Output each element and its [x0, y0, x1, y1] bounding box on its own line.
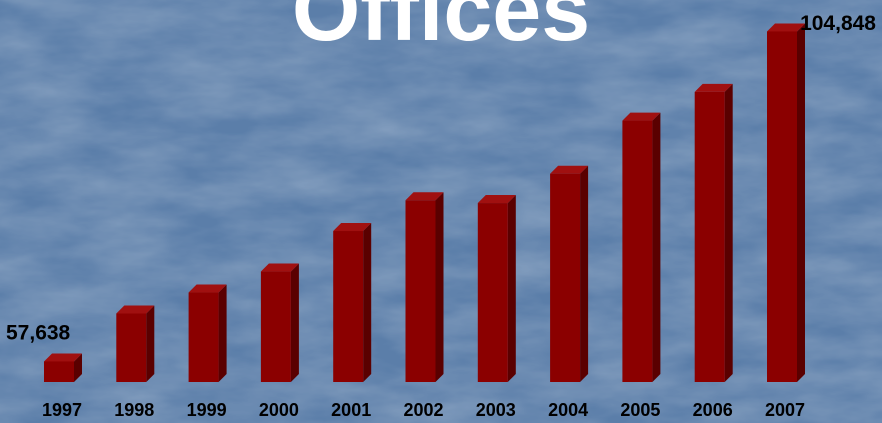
bar-side	[74, 353, 82, 382]
bar-1997	[44, 353, 82, 382]
x-tick-label: 2007	[765, 400, 805, 420]
bar-top	[116, 305, 155, 314]
bar-front	[188, 292, 219, 382]
x-tick-label: 2003	[476, 400, 516, 420]
x-tick-label: 1998	[114, 400, 154, 420]
bar-front	[333, 231, 364, 382]
bar-2006	[694, 83, 733, 382]
bar-side	[580, 165, 589, 382]
bar-side	[290, 263, 299, 382]
x-tick-label: 2002	[403, 400, 443, 420]
bar-front	[477, 203, 508, 382]
bar-front	[767, 31, 797, 382]
bar-side	[146, 305, 155, 382]
bar-2007	[767, 23, 805, 382]
x-tick-label: 2004	[548, 400, 588, 420]
bar-front	[550, 173, 581, 382]
bars-group	[44, 23, 805, 382]
bar-top	[44, 353, 82, 362]
data-label: 57,638	[6, 321, 71, 344]
bar-top	[622, 112, 661, 121]
bar-front	[44, 361, 74, 382]
bar-front	[405, 200, 436, 382]
bar-top	[767, 23, 805, 32]
bar-top	[188, 284, 227, 293]
bar-front	[260, 271, 291, 382]
bar-2005	[622, 112, 661, 382]
x-tick-label: 1997	[42, 400, 82, 420]
bar-top	[333, 223, 372, 232]
bar-top	[260, 263, 299, 272]
bar-2000	[260, 263, 299, 382]
slide-title-fragment: Offices	[292, 0, 590, 59]
bar-2003	[477, 195, 516, 382]
bar-side	[724, 83, 733, 382]
bar-top	[694, 83, 733, 92]
x-tick-label: 2005	[620, 400, 660, 420]
x-tick-label: 2000	[259, 400, 299, 420]
bar-2002	[405, 192, 444, 382]
bar-top	[405, 192, 444, 201]
bar-front	[622, 120, 653, 382]
bar-front	[694, 91, 725, 382]
data-label: 104,848	[800, 12, 876, 35]
bar-side	[507, 195, 516, 382]
bar-front	[116, 313, 147, 382]
x-axis-ticks: 1997 1998 1999 2000 2001 2002 2003 2004 2005 2006…	[42, 400, 805, 420]
x-tick-label: 1999	[187, 400, 227, 420]
bar-top	[550, 165, 589, 174]
bar-2001	[333, 223, 372, 382]
bar-2004	[550, 165, 589, 382]
bar-1998	[116, 305, 155, 382]
bar-side	[435, 192, 444, 382]
bar-side	[652, 112, 661, 382]
bar-1999	[188, 284, 227, 382]
bar-side	[363, 223, 372, 382]
bar-side	[218, 284, 227, 382]
bar-top	[477, 195, 516, 204]
data-labels: 57,638 104,848	[6, 12, 876, 344]
bar-side	[797, 23, 805, 382]
x-tick-label: 2006	[693, 400, 733, 420]
x-tick-label: 2001	[331, 400, 371, 420]
